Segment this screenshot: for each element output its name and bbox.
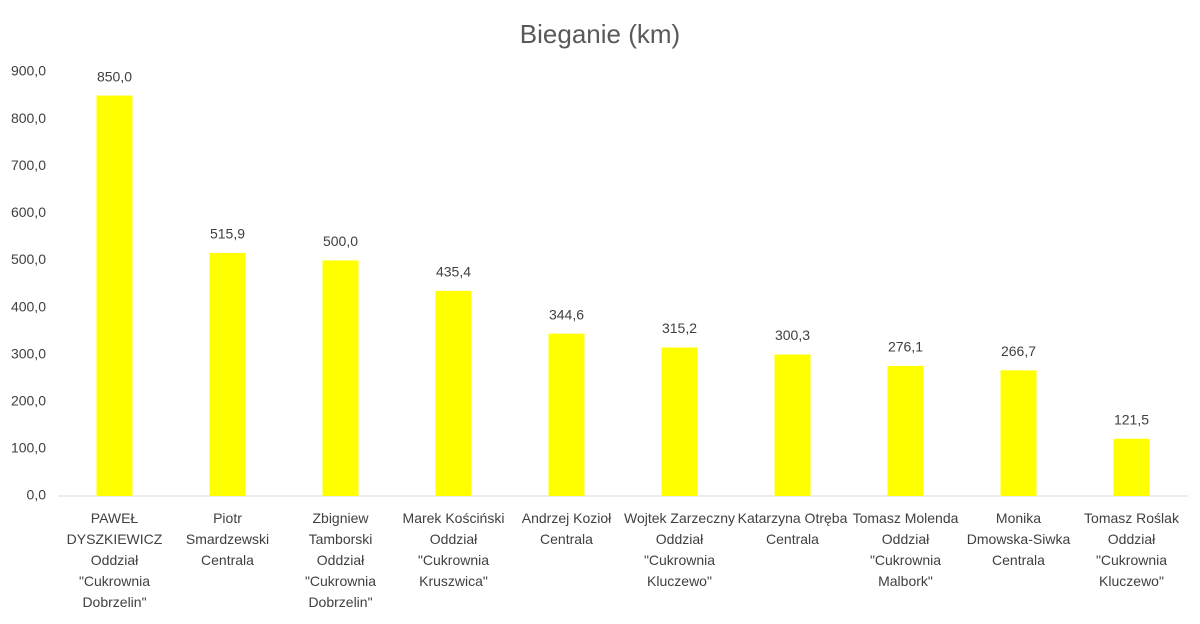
y-tick-label: 800,0 (11, 110, 46, 126)
data-label: 266,7 (1001, 343, 1036, 359)
y-tick-label: 700,0 (11, 157, 46, 173)
x-tick-label: Piotr Smardzewski Centrala (185, 510, 270, 568)
data-label: 315,2 (662, 320, 697, 336)
x-tick-label: Monika Dmowska-Siwka Centrala (966, 510, 1071, 568)
y-tick-label: 300,0 (11, 345, 46, 361)
bar (96, 95, 133, 497)
data-label: 850,0 (97, 68, 132, 84)
data-label: 344,6 (549, 306, 584, 322)
x-tick-label: Marek Kościński Oddział "Cukrownia Krusz… (402, 510, 505, 589)
bar (1113, 438, 1150, 496)
bar (435, 290, 472, 496)
bar (661, 347, 698, 496)
y-tick-label: 0,0 (27, 487, 47, 503)
y-tick-label: 100,0 (11, 440, 46, 456)
chart-title: Bieganie (km) (520, 19, 680, 49)
data-label: 121,5 (1114, 411, 1149, 427)
bar (548, 333, 585, 496)
y-tick-label: 200,0 (11, 392, 46, 408)
x-tick-label: Zbigniew Tamborski Oddział "Cukrownia Do… (304, 510, 377, 610)
y-tick-label: 400,0 (11, 298, 46, 314)
x-tick-label: PAWEŁ DYSZKIEWICZ Oddział "Cukrownia Dob… (66, 510, 163, 610)
x-tick-label: Tomasz Roślak Oddział "Cukrownia Kluczew… (1084, 510, 1179, 589)
bar (209, 252, 246, 496)
bar (774, 354, 811, 496)
data-label: 500,0 (323, 233, 358, 249)
y-tick-label: 900,0 (11, 63, 46, 79)
y-tick-label: 600,0 (11, 204, 46, 220)
data-label: 300,3 (775, 327, 810, 343)
x-tick-label: Andrzej Kozioł Centrala (521, 510, 612, 547)
x-tick-label: Wojtek Zarzeczny Oddział "Cukrownia Kluc… (624, 510, 735, 589)
data-label: 515,9 (210, 226, 245, 242)
data-label: 276,1 (888, 339, 923, 355)
bar (887, 365, 924, 496)
x-tick-label: Tomasz Molenda Oddział "Cukrownia Malbor… (852, 510, 959, 589)
data-label: 435,4 (436, 264, 471, 280)
bar (1000, 370, 1037, 496)
bar (322, 260, 359, 496)
x-tick-label: Katarzyna Otręba Centrala (737, 510, 848, 547)
y-tick-label: 500,0 (11, 251, 46, 267)
